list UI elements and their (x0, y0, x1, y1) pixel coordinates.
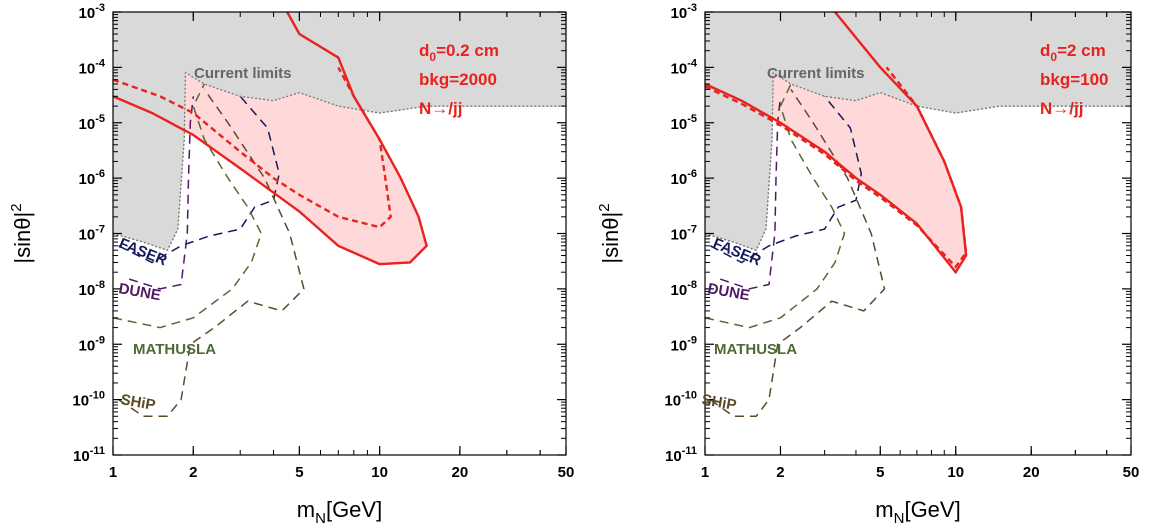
chart-panel-2: 1 2 5 10 20 50 10-3 10-4 10-5 10-6 10-7 10-8 10-9 10-… (596, 2, 1139, 527)
x-tick-label: 10 (947, 464, 964, 481)
curve-mathusla (113, 83, 263, 329)
y-tick-label: 10-11 (73, 445, 105, 465)
plot-area (113, 12, 566, 418)
y-tick-label: 10-9 (671, 334, 697, 354)
label-current-limits: Current limits (194, 65, 292, 82)
x-tick-label: 50 (1123, 464, 1140, 481)
current-limits-overlay (705, 12, 1131, 251)
y-tick-label: 10-8 (79, 279, 105, 299)
y-axis-title: |sinθ|2 (596, 203, 623, 263)
annotation-d0: d0=0.2 cm (419, 41, 499, 64)
y-tick-label: 10-4 (79, 57, 106, 77)
y-tick-label: 10-5 (79, 113, 105, 133)
annotation-decay: N→/jj (1040, 99, 1083, 118)
annotation-decay: N→/jj (419, 99, 462, 118)
y-tick-label: 10-7 (671, 224, 697, 244)
current-limits-overlay (113, 12, 566, 251)
current-limits-boundary-line (113, 71, 566, 251)
x-tick-label: 5 (295, 464, 303, 481)
y-tick-label: 10-7 (79, 224, 105, 244)
label-dune: DUNE (117, 280, 162, 304)
chart-panel-1: 1 2 5 10 20 50 10-3 10-4 10-5 10-6 10-7 10-8 10-9 10-… (8, 2, 574, 527)
y-tick-label: 10-3 (671, 2, 697, 22)
x-axis-title: mN[GeV] (875, 497, 960, 527)
y-tick-label: 10-5 (671, 113, 697, 133)
annotation-bkg: bkg=2000 (419, 70, 497, 89)
label-ship: SHiP (700, 391, 737, 414)
y-tick-label: 10-6 (79, 168, 105, 188)
x-tick-label: 2 (776, 464, 784, 481)
curve-dune (128, 96, 195, 290)
x-tick-label: 5 (876, 464, 884, 481)
x-axis-title: mN[GeV] (297, 497, 382, 527)
current-limits-boundary-line (705, 71, 1131, 252)
y-tick-label: 10-11 (665, 445, 697, 465)
red-dashed-curve (705, 66, 968, 269)
label-mathusla: MATHUSLA (133, 341, 216, 358)
curve-faser (118, 95, 280, 264)
annotation-bkg: bkg=100 (1040, 70, 1109, 89)
label-current-limits: Current limits (767, 65, 865, 82)
red-dashed-curve (113, 66, 392, 229)
label-dune: DUNE (706, 280, 751, 304)
label-ship: SHiP (119, 391, 156, 414)
x-tick-label: 1 (701, 464, 709, 481)
y-tick-label: 10-4 (671, 57, 698, 77)
x-tick-label: 20 (1023, 464, 1040, 481)
x-tick-label: 50 (558, 464, 575, 481)
x-tick-label: 20 (452, 464, 469, 481)
plot-area (705, 12, 1131, 418)
y-tick-label: 10-3 (79, 2, 105, 22)
curve-faser (709, 95, 863, 264)
y-tick-label: 10-8 (671, 279, 697, 299)
x-tick-label: 1 (109, 464, 117, 481)
annotation-d0: d0=2 cm (1040, 41, 1106, 64)
x-tick-label: 2 (189, 464, 197, 481)
y-tick-label: 10-9 (79, 334, 105, 354)
curve-ship (118, 88, 305, 418)
y-tick-label: 10-10 (72, 390, 105, 410)
y-axis-title: |sinθ|2 (8, 203, 35, 263)
label-mathusla: MATHUSLA (714, 341, 797, 358)
red-solid-curve (113, 12, 428, 266)
y-tick-label: 10-6 (671, 168, 697, 188)
x-tick-label: 10 (371, 464, 388, 481)
curve-ship (709, 88, 886, 418)
y-tick-label: 10-10 (664, 390, 697, 410)
